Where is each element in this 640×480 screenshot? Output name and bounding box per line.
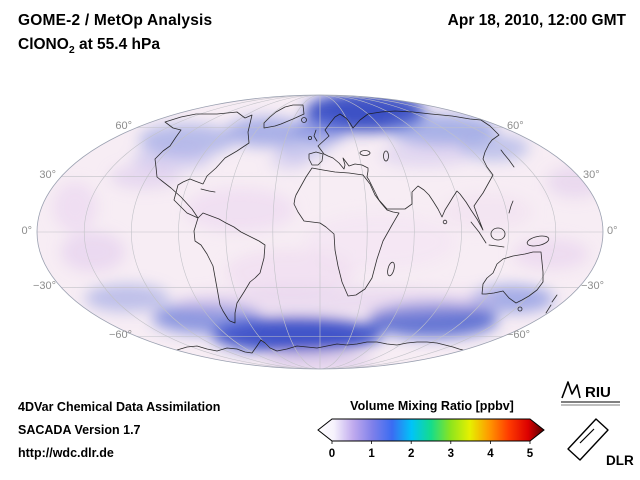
coast-sri-lanka xyxy=(442,219,448,225)
world-map xyxy=(36,94,604,370)
lat-label-30s-right: −30° xyxy=(581,280,605,292)
dlr-emblem-slash xyxy=(579,428,595,444)
coast-black-sea xyxy=(359,150,371,156)
coast-ireland xyxy=(307,136,312,141)
coast-caspian xyxy=(383,150,389,162)
colorbar-tick-marks xyxy=(331,441,531,444)
lat-label-30n-right: 30° xyxy=(583,169,600,181)
colorbar-tick-2: 2 xyxy=(408,448,414,460)
colorbar-scale: 0 1 2 3 4 5 xyxy=(317,418,545,460)
colorbar-tick-5: 5 xyxy=(527,448,534,460)
datetime-label: Apr 18, 2010, 12:00 GMT xyxy=(447,12,626,29)
coast-iberia xyxy=(308,151,324,166)
lat-label-60n-left: 60° xyxy=(115,120,132,132)
colorbar-tick-3: 3 xyxy=(448,448,454,460)
data-field-layer xyxy=(53,95,603,369)
coast-antarctica xyxy=(176,339,464,354)
coast-cuba xyxy=(200,188,216,193)
coast-britain xyxy=(313,129,318,142)
riu-glyph-icon xyxy=(561,381,581,399)
lat-label-30n-left: 30° xyxy=(39,169,56,181)
coast-sumatra xyxy=(470,221,487,244)
species-suffix: at 55.4 hPa xyxy=(74,36,160,53)
species-label: ClONO2 at 55.4 hPa xyxy=(18,36,160,56)
lat-label-60s-right: −60° xyxy=(507,329,531,341)
colorbar-tick-4: 4 xyxy=(487,448,494,460)
footer-version-label: SACADA Version 1.7 xyxy=(18,423,141,437)
coast-greenland xyxy=(263,104,305,129)
species-prefix: ClONO xyxy=(18,36,69,53)
coast-tasmania xyxy=(517,306,523,312)
coast-japan xyxy=(500,149,515,168)
footer-assimilation-label: 4DVar Chemical Data Assimilation xyxy=(18,400,221,414)
coast-north-america xyxy=(154,111,253,219)
colorbar-tick-0: 0 xyxy=(329,448,335,460)
lat-label-0-right: 0° xyxy=(607,225,618,237)
map-outline xyxy=(36,94,604,370)
colorbar-title: Volume Mixing Ratio [ppbv] xyxy=(350,399,514,413)
coast-philippines xyxy=(508,200,514,214)
lat-label-60s-left: −60° xyxy=(108,329,132,341)
species-subscript: 2 xyxy=(68,44,75,57)
coast-new-zealand xyxy=(545,294,558,314)
coastlines xyxy=(154,104,558,354)
colorbar-tick-1: 1 xyxy=(368,448,375,460)
dlr-logo: DLR xyxy=(567,418,634,468)
coast-australia xyxy=(481,251,544,304)
lat-label-0-left: 0° xyxy=(21,225,32,237)
coast-iceland xyxy=(301,117,307,123)
dlr-emblem-icon xyxy=(567,418,609,461)
lat-label-30s-left: −30° xyxy=(32,280,56,292)
riu-logo: RIU xyxy=(561,381,620,406)
coast-java xyxy=(488,244,505,248)
page-title: GOME-2 / MetOp Analysis xyxy=(18,12,213,29)
coast-south-america xyxy=(193,212,266,324)
coast-madagascar xyxy=(387,261,395,277)
graticule xyxy=(37,95,603,369)
coast-borneo xyxy=(490,227,506,241)
riu-text: RIU xyxy=(585,384,611,401)
coast-new-guinea xyxy=(526,235,550,247)
dlr-text: DLR xyxy=(606,453,634,468)
coast-africa xyxy=(293,167,400,297)
coast-eurasia xyxy=(317,110,500,231)
footer-url-label: http://wdc.dlr.de xyxy=(18,446,114,460)
colorbar-gradient-bar xyxy=(317,418,545,442)
lat-label-60n-right: 60° xyxy=(507,120,524,132)
colorbar: Volume Mixing Ratio [ppbv] 0 1 2 3 4 5 xyxy=(316,399,548,466)
